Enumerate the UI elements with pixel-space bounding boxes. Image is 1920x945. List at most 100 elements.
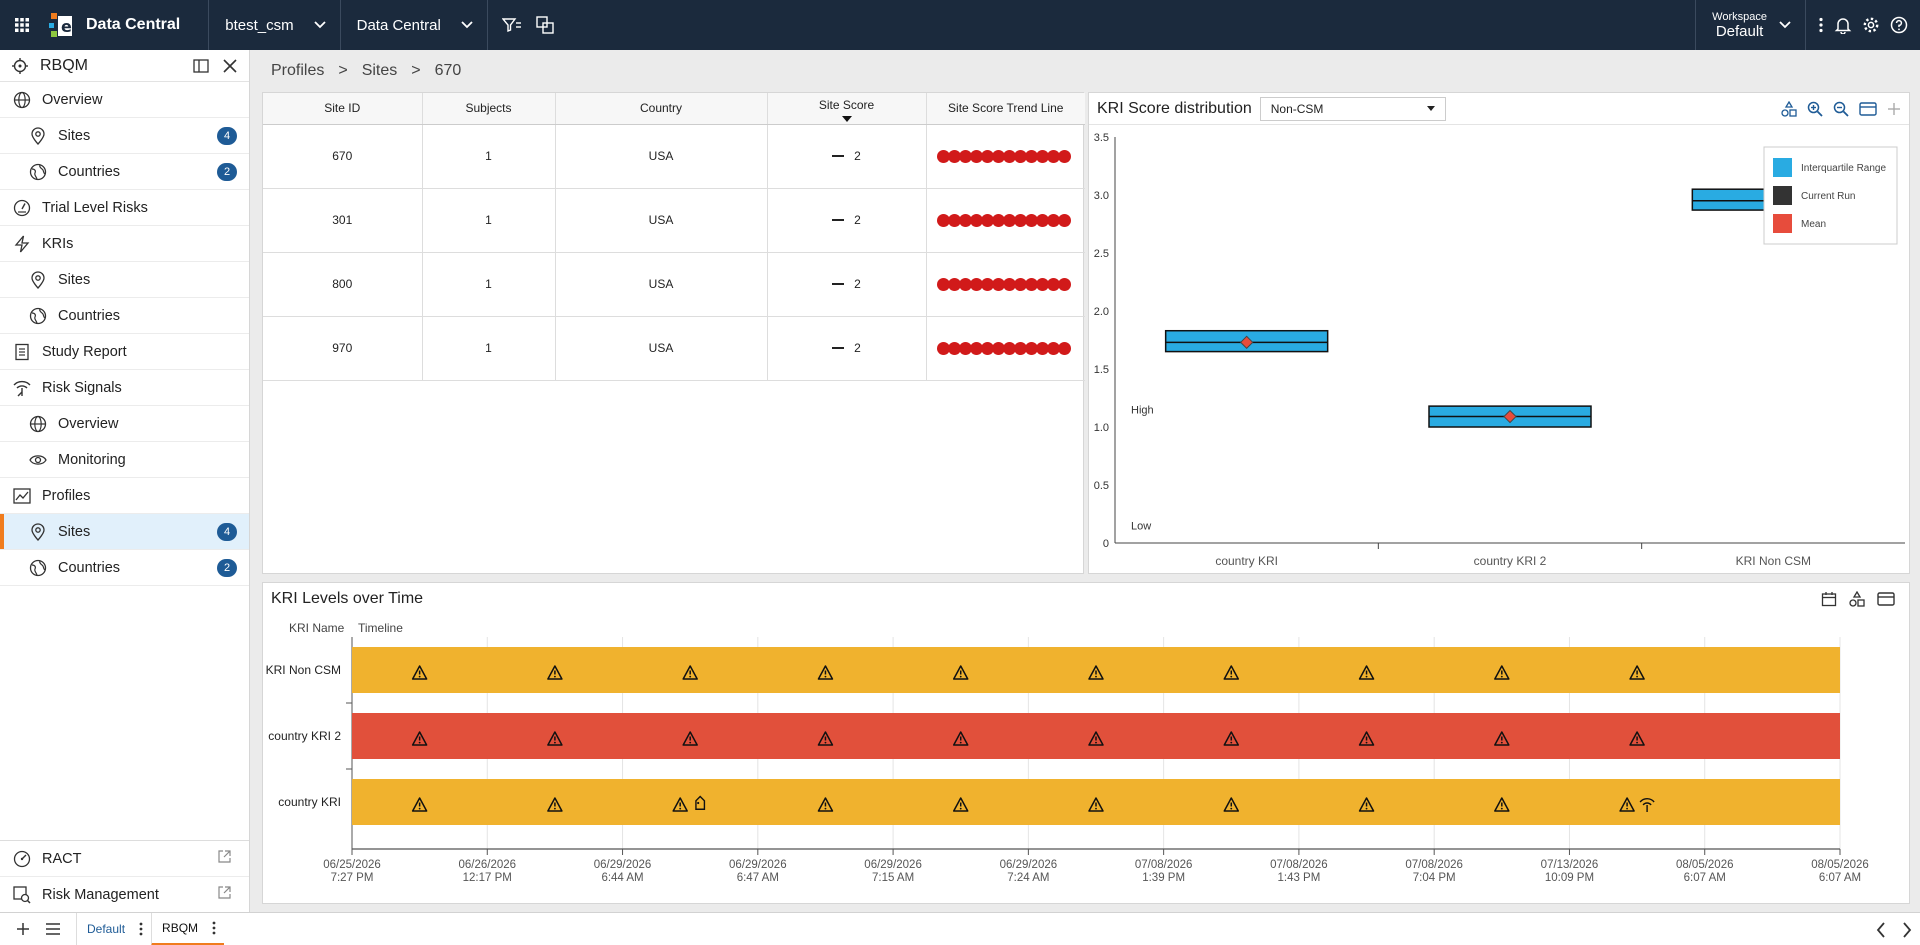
- dock-panel-icon[interactable]: [193, 58, 209, 73]
- warning-icon[interactable]: [547, 797, 563, 812]
- sidebar-item-sites[interactable]: Sites: [0, 262, 249, 298]
- column-header-site-score[interactable]: Site Score: [767, 93, 927, 125]
- warning-icon[interactable]: [411, 731, 428, 746]
- kri-level-bar-medium[interactable]: [352, 779, 1840, 825]
- card-view-icon[interactable]: [1877, 592, 1895, 606]
- trend-point: [969, 341, 983, 355]
- module-dropdown[interactable]: Data Central: [341, 0, 488, 50]
- chevron-right-icon[interactable]: [1902, 921, 1912, 938]
- sidebar-link-ract[interactable]: RACT: [0, 841, 249, 877]
- warning-icon[interactable]: [1088, 731, 1104, 746]
- sidebar-item-countries[interactable]: Countries: [0, 298, 249, 334]
- sidebar-link-risk-management[interactable]: Risk Management: [0, 877, 249, 913]
- warning-icon[interactable]: [952, 731, 969, 746]
- column-header-subjects[interactable]: Subjects: [422, 93, 556, 125]
- more-vertical-icon[interactable]: [212, 921, 216, 935]
- warning-icon[interactable]: [817, 731, 834, 746]
- column-header-site-id[interactable]: Site ID: [263, 93, 423, 125]
- warning-icon[interactable]: [411, 665, 428, 680]
- zoom-out-icon[interactable]: [1833, 101, 1849, 117]
- gear-icon[interactable]: [1862, 16, 1880, 34]
- table-row[interactable]: 670 1 USA 2: [263, 124, 1085, 189]
- shapes-icon[interactable]: [1781, 100, 1797, 117]
- table-row[interactable]: 301 1 USA 2: [263, 188, 1085, 253]
- breadcrumb-item-sites[interactable]: Sites: [361, 62, 398, 79]
- chevron-left-icon[interactable]: [1876, 921, 1886, 938]
- warning-icon[interactable]: [952, 797, 969, 812]
- warning-icon[interactable]: [682, 731, 698, 746]
- warning-icon[interactable]: [1629, 731, 1645, 746]
- bell-icon[interactable]: [1834, 16, 1852, 34]
- calendar-icon[interactable]: [1821, 591, 1837, 607]
- workspace-dropdown[interactable]: Workspace Default: [1695, 0, 1806, 50]
- warning-icon[interactable]: [817, 797, 834, 812]
- menu-icon[interactable]: [38, 923, 68, 935]
- warning-icon[interactable]: [952, 665, 969, 680]
- mean-marker[interactable]: [1239, 335, 1254, 350]
- warning-icon[interactable]: [1494, 797, 1510, 812]
- table-row[interactable]: 800 1 USA 2: [263, 252, 1085, 317]
- warning-icon[interactable]: [547, 731, 563, 746]
- kri-filter-select[interactable]: Non-CSM: [1259, 96, 1446, 121]
- warning-icon[interactable]: [1629, 665, 1645, 680]
- app-grid-icon[interactable]: [0, 0, 44, 50]
- warning-icon[interactable]: [1223, 731, 1240, 746]
- trend-point: [1024, 213, 1038, 227]
- warning-icon[interactable]: [672, 797, 688, 812]
- mean-marker[interactable]: [1503, 409, 1517, 424]
- sidebar-item-monitoring[interactable]: Monitoring: [0, 442, 249, 478]
- sidebar-item-sites[interactable]: Sites 4: [0, 514, 249, 550]
- site-id-cell: 800: [263, 252, 423, 317]
- warning-icon[interactable]: [1223, 665, 1240, 680]
- warning-icon[interactable]: [1619, 797, 1635, 812]
- sidebar-item-overview[interactable]: Overview: [0, 82, 249, 118]
- table-row[interactable]: 970 1 USA 2: [263, 316, 1085, 381]
- close-icon[interactable]: [223, 58, 237, 73]
- warning-icon[interactable]: [411, 797, 428, 812]
- warning-icon[interactable]: [1358, 665, 1375, 680]
- warning-icon[interactable]: [1494, 731, 1510, 746]
- warning-icon[interactable]: [1088, 797, 1104, 812]
- warning-icon[interactable]: [682, 665, 698, 680]
- column-header-country[interactable]: Country: [555, 93, 768, 125]
- kri-level-bar-high[interactable]: [352, 713, 1840, 759]
- signal-icon[interactable]: [1639, 798, 1655, 812]
- add-tab-icon[interactable]: [8, 922, 38, 936]
- sidebar-item-sites[interactable]: Sites 4: [0, 118, 249, 154]
- compare-icon[interactable]: [536, 16, 554, 34]
- warning-icon[interactable]: [547, 665, 563, 680]
- card-view-icon[interactable]: [1859, 101, 1877, 116]
- sidebar-item-study-report[interactable]: Study Report: [0, 334, 249, 370]
- column-header-trend-line[interactable]: Site Score Trend Line: [926, 93, 1085, 125]
- more-vertical-icon[interactable]: [139, 922, 143, 936]
- warning-icon[interactable]: [1088, 665, 1104, 680]
- sidebar-item-trial-level-risks[interactable]: Trial Level Risks: [0, 190, 249, 226]
- shapes-icon[interactable]: [1849, 591, 1865, 607]
- study-dropdown[interactable]: btest_csm: [209, 0, 341, 50]
- sidebar-item-risk-signals[interactable]: Risk Signals: [0, 370, 249, 406]
- sidebar-item-kris[interactable]: KRIs: [0, 226, 249, 262]
- site-score-value: 2: [854, 277, 861, 291]
- workspace-tab-rbqm[interactable]: RBQM: [151, 912, 225, 945]
- ract-icon: [12, 849, 32, 869]
- help-icon[interactable]: [1890, 16, 1908, 34]
- filter-list-icon[interactable]: [501, 17, 522, 33]
- sidebar-item-countries[interactable]: Countries 2: [0, 550, 249, 586]
- tag-icon[interactable]: [692, 795, 709, 814]
- sidebar-item-countries[interactable]: Countries 2: [0, 154, 249, 190]
- workspace-tab-default[interactable]: Default: [76, 912, 151, 945]
- sidebar-item-overview[interactable]: Overview: [0, 406, 249, 442]
- warning-icon[interactable]: [1494, 665, 1510, 680]
- kri-level-bar-medium[interactable]: [352, 647, 1840, 693]
- plus-icon[interactable]: [1887, 102, 1901, 116]
- subjects-cell: 1: [422, 124, 556, 189]
- sidebar-item-profiles[interactable]: Profiles: [0, 478, 249, 514]
- breadcrumb-item-profiles[interactable]: Profiles: [271, 62, 325, 79]
- warning-icon[interactable]: [1223, 797, 1240, 812]
- warning-icon[interactable]: [1358, 731, 1375, 746]
- world-icon: [28, 558, 48, 578]
- zoom-in-icon[interactable]: [1807, 101, 1823, 117]
- more-vertical-icon[interactable]: [1818, 17, 1824, 33]
- warning-icon[interactable]: [1358, 797, 1375, 812]
- warning-icon[interactable]: [817, 665, 834, 680]
